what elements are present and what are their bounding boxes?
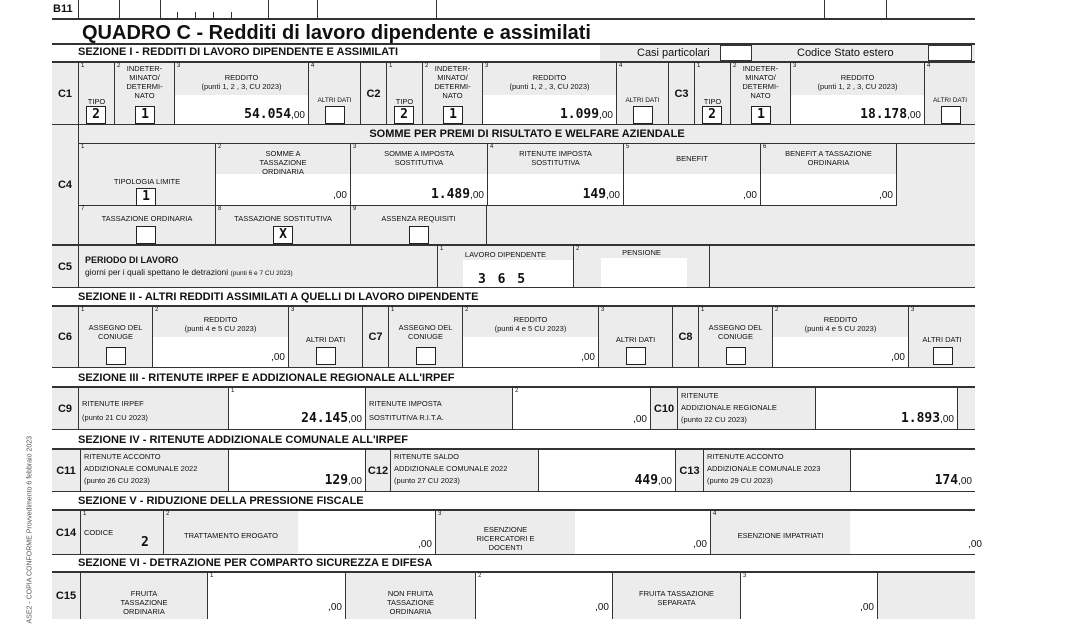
row-code-c2: C2 [360, 63, 386, 125]
tipo-input[interactable]: 2 [394, 106, 414, 124]
fruita-ordinaria-input[interactable]: ,00 [328, 602, 342, 613]
benefit-tass-ordinaria-input[interactable]: ,00 [761, 174, 896, 205]
ritenute-irpef-input[interactable]: 24.145,00 [301, 411, 362, 426]
reddito-input[interactable]: ,00 [153, 337, 288, 367]
c9-c10-row: C9 RITENUTE IRPEF (punto 21 CU 2023) 1 24.… [52, 386, 975, 430]
assenza-requisiti-checkbox[interactable] [409, 226, 429, 244]
side-text: ASE2 - COPIA CONFORME Provvedimento 6 fe… [26, 435, 34, 624]
section-4-title: SEZIONE IV - RITENUTE ADDIZIONALE COMUNA… [78, 434, 408, 446]
altri-dati-checkbox[interactable] [316, 347, 336, 365]
altri-dati-checkbox[interactable] [325, 106, 345, 124]
section-1-header: SEZIONE I - REDDITI DI LAVORO DIPENDENTE… [52, 43, 975, 61]
ritenute-regionale-input[interactable]: 1.893,00 [900, 411, 954, 426]
fruita-separata-input[interactable]: ,00 [860, 602, 874, 613]
altri-dati-checkbox[interactable] [933, 347, 953, 365]
c4-row: C4 SOMME PER PREMI DI RISULTATO E WELFAR… [52, 124, 975, 245]
trattamento-erogato-input[interactable]: ,00 [418, 539, 432, 550]
non-fruita-ordinaria-input[interactable]: ,00 [595, 602, 609, 613]
tipologia-limite-input[interactable]: 1 [136, 188, 156, 206]
prev-row-b11: B11 [52, 0, 975, 20]
tipo-input[interactable]: 2 [702, 106, 722, 124]
c11-c13-row: C11 RITENUTE ACCONTO ADDIZIONALE COMUNALE… [52, 448, 975, 492]
c6-c8-row: C6 1 ASSEGNO DEL CONIUGE 2 REDDITO (punti 4… [52, 305, 975, 368]
section-3-title: SEZIONE III - RITENUTE IRPEF E ADDIZIONA… [78, 372, 455, 384]
indeterminato-input[interactable]: 1 [751, 106, 771, 124]
pensione-input[interactable] [601, 258, 687, 287]
benefit-input[interactable]: ,00 [624, 174, 760, 205]
esenzione-ricercatori-input[interactable]: ,00 [693, 539, 707, 550]
indeterminato-input[interactable]: 1 [135, 106, 155, 124]
ritenute-imposta-sostitutiva-input[interactable]: 149,00 [488, 174, 623, 205]
assegno-coniuge-checkbox[interactable] [416, 347, 436, 365]
casi-particolari-input[interactable] [720, 45, 752, 61]
section-2-title: SEZIONE II - ALTRI REDDITI ASSIMILATI A … [78, 291, 479, 303]
tassazione-sostitutiva-checkbox[interactable]: X [273, 226, 293, 244]
altri-dati-checkbox[interactable] [633, 106, 653, 124]
row-code: B11 [53, 3, 73, 15]
tipo-input[interactable]: 2 [86, 106, 106, 124]
row-code-c5: C5 [52, 246, 78, 287]
ritenute-rita-input[interactable]: ,00 [633, 414, 647, 425]
lavoro-dipendente-input[interactable]: 3 6 5 [463, 260, 573, 287]
section-title: SEZIONE I - REDDITI DI LAVORO DIPENDENTE… [78, 46, 399, 58]
somme-tass-ordinaria-input[interactable]: ,00 [216, 174, 350, 205]
section-6-title: SEZIONE VI - DETRAZIONE PER COMPARTO SIC… [78, 557, 433, 569]
saldo-2022-input[interactable]: 449,00 [634, 473, 672, 488]
reddito-input[interactable]: 18.178,00 [791, 95, 924, 125]
reddito-input[interactable]: ,00 [463, 337, 598, 367]
indeterminato-input[interactable]: 1 [443, 106, 463, 124]
acconto-2022-input[interactable]: 129,00 [324, 473, 362, 488]
reddito-input[interactable]: 54.054,00 [175, 95, 308, 125]
reddito-input[interactable]: 1.099,00 [483, 95, 616, 125]
codice-stato-label: Codice Stato estero [797, 47, 894, 59]
tassazione-ordinaria-checkbox[interactable] [136, 226, 156, 244]
section-5-title: SEZIONE V - RIDUZIONE DELLA PRESSIONE FI… [78, 495, 364, 507]
codice-stato-input[interactable] [928, 45, 972, 61]
altri-dati-checkbox[interactable] [941, 106, 961, 124]
c1-c3-row: C1 1 TIPO 2 2 INDETER-MINATO/ DETERMI-NATO 1… [52, 61, 975, 125]
c5-row: C5 PERIODO DI LAVORO giorni per i quali … [52, 244, 975, 288]
c15-row: C15 FRUITA TASSAZIONE ORDINARIA 1,00 NON… [52, 571, 975, 619]
assegno-coniuge-checkbox[interactable] [726, 347, 746, 365]
c4-header: SOMME PER PREMI DI RISULTATO E WELFARE A… [369, 128, 685, 140]
esenzione-impatriati-input[interactable]: ,00 [968, 539, 982, 550]
page-title: QUADRO C - Redditi di lavoro dipendente … [82, 22, 591, 44]
row-code-c1: C1 [52, 63, 78, 125]
row-code-c4: C4 [52, 125, 78, 244]
acconto-2023-input[interactable]: 174,00 [934, 473, 972, 488]
row-code-c3: C3 [668, 63, 694, 125]
reddito-input[interactable]: ,00 [773, 337, 908, 367]
altri-dati-checkbox[interactable] [626, 347, 646, 365]
assegno-coniuge-checkbox[interactable] [106, 347, 126, 365]
somme-imposta-sostitutiva-input[interactable]: 1.489,00 [351, 174, 487, 205]
codice-input[interactable]: 2 [141, 535, 149, 550]
casi-particolari-label: Casi particolari [637, 47, 710, 59]
